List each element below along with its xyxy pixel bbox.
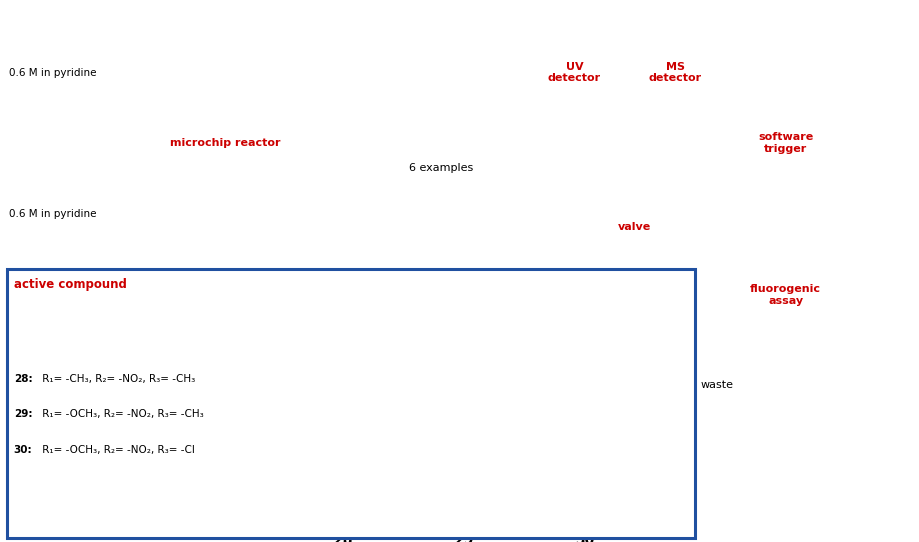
Bar: [586, 360, 607, 523]
Text: waste: waste: [700, 379, 733, 390]
Text: 29:: 29:: [14, 409, 32, 420]
Bar: [609, 418, 630, 523]
Text: valve: valve: [618, 222, 651, 233]
Text: 6 examples: 6 examples: [409, 163, 473, 173]
Text: microchip reactor: microchip reactor: [170, 138, 280, 149]
Legend: 120 μM, 60 μM, 30 μM, 15 μM: 120 μM, 60 μM, 30 μM, 15 μM: [574, 280, 642, 343]
Text: UV
detector: UV detector: [548, 62, 601, 83]
Bar: [466, 371, 486, 523]
Bar: [563, 324, 584, 523]
Text: active compound: active compound: [14, 279, 127, 292]
Bar: [443, 326, 463, 523]
Text: 0.6 M in pyridine: 0.6 M in pyridine: [9, 68, 96, 78]
Text: MS
detector: MS detector: [649, 62, 702, 83]
Bar: [489, 433, 509, 523]
Text: Ar–NH–SO₂–Ar: Ar–NH–SO₂–Ar: [53, 328, 121, 338]
Bar: [323, 311, 343, 523]
Bar: [369, 412, 389, 523]
Text: R₁= -CH₃, R₂= -NO₂, R₃= -CH₃: R₁= -CH₃, R₂= -NO₂, R₃= -CH₃: [39, 374, 195, 384]
Bar: [540, 311, 561, 523]
Text: 28:: 28:: [14, 374, 32, 384]
Bar: [346, 360, 366, 523]
Text: 30:: 30:: [14, 444, 32, 455]
Text: 0.6 M in pyridine: 0.6 M in pyridine: [9, 209, 96, 219]
Text: software
trigger: software trigger: [758, 132, 813, 154]
Text: R₁= -OCH₃, R₂= -NO₂, R₃= -CH₃: R₁= -OCH₃, R₂= -NO₂, R₃= -CH₃: [39, 409, 203, 420]
Text: fluorogenic
assay: fluorogenic assay: [750, 284, 822, 306]
Bar: [300, 289, 320, 523]
Text: R₁= -OCH₃, R₂= -NO₂, R₃= -Cl: R₁= -OCH₃, R₂= -NO₂, R₃= -Cl: [39, 444, 195, 455]
Bar: [420, 311, 440, 523]
